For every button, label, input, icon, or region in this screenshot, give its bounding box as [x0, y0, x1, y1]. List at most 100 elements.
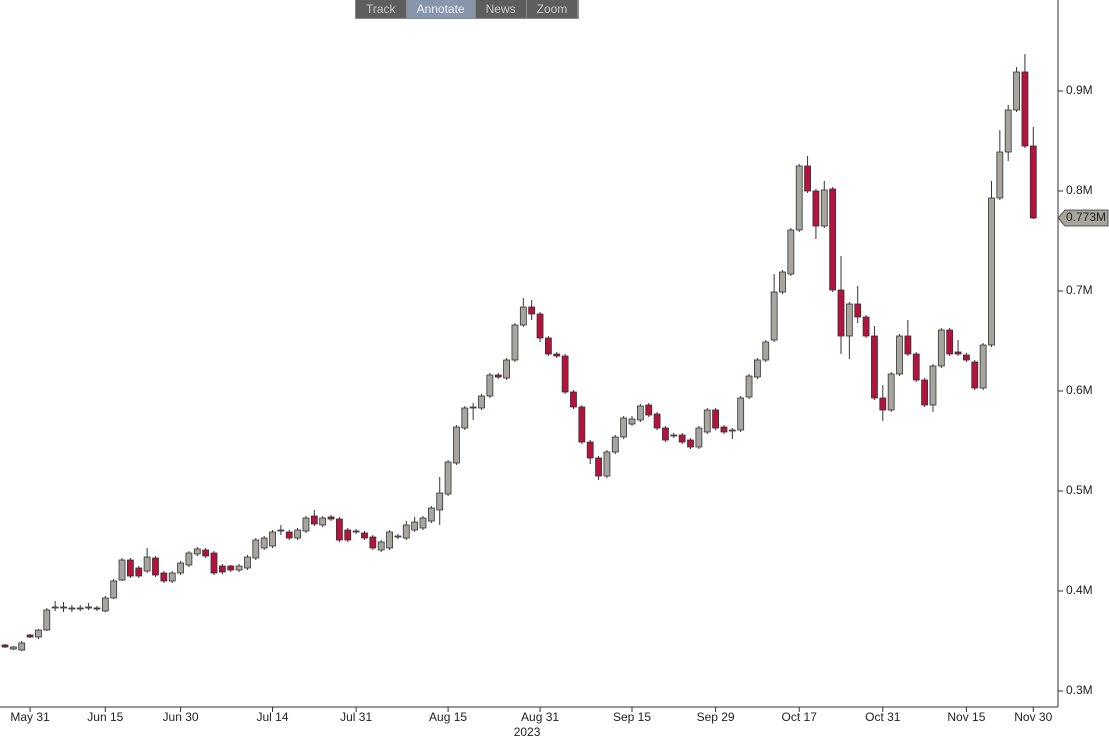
candle-body: [110, 580, 118, 599]
candle-body: [427, 507, 435, 522]
candle-body: [570, 391, 577, 408]
candle-body: [1004, 109, 1012, 153]
y-tick-label: 0.4M: [1066, 583, 1093, 597]
toolbar: Track Annotate News Zoom: [355, 0, 580, 19]
candle-body: [478, 395, 485, 409]
x-tick-label: Jun 30: [163, 710, 199, 724]
candle-body: [344, 529, 352, 541]
candle-body: [745, 375, 753, 398]
candle-body: [218, 565, 226, 573]
last-price-tag: [1057, 209, 1109, 227]
candle-body: [294, 529, 302, 539]
candle-body: [85, 606, 92, 609]
x-tick-label: Jul 31: [340, 710, 372, 724]
x-tick-label: Oct 17: [782, 710, 818, 724]
candle-body: [244, 556, 251, 569]
candle-body: [461, 407, 469, 429]
candle-body: [1029, 145, 1037, 219]
candle-body: [687, 439, 694, 448]
candle-body: [1021, 71, 1029, 147]
candle-body: [327, 516, 335, 520]
candle-body: [804, 165, 811, 192]
annotate-button[interactable]: Annotate: [406, 0, 476, 18]
candle-body: [862, 316, 870, 337]
candle-body: [628, 418, 636, 425]
x-tick-label: Sep 29: [697, 710, 735, 724]
candle-body: [578, 406, 586, 443]
candle-body: [645, 404, 653, 416]
candle-body: [678, 434, 686, 443]
x-tick-label: Aug 31: [521, 710, 559, 724]
candle-body: [854, 303, 862, 318]
candle-body: [545, 337, 552, 355]
candle-body: [60, 606, 67, 609]
candle-body: [35, 629, 42, 638]
candle-body: [168, 572, 176, 582]
candle-body: [879, 397, 887, 411]
candle-body: [653, 413, 661, 429]
candle-body: [787, 229, 795, 275]
candle-body: [921, 379, 928, 406]
candle-body: [152, 557, 159, 576]
candle-body: [352, 530, 360, 533]
candle-body: [829, 188, 837, 291]
candle-body: [871, 335, 878, 399]
candle-body: [720, 426, 728, 433]
candle-body: [135, 567, 143, 577]
x-group-label: 2023: [514, 725, 541, 737]
candle-body: [695, 427, 703, 448]
zoom-button[interactable]: Zoom: [527, 0, 579, 18]
candle-body: [210, 552, 218, 574]
candle-body: [737, 397, 745, 431]
candle-body: [595, 457, 602, 477]
candle-body: [269, 531, 276, 547]
last-price-label: 0.773M: [1066, 210, 1106, 224]
candle-body: [411, 521, 419, 531]
candle-body: [252, 539, 260, 559]
candle-body: [227, 565, 235, 571]
candle-body: [127, 559, 134, 577]
candle-body: [988, 197, 995, 346]
candle-body: [511, 324, 519, 361]
candle-body: [302, 517, 310, 532]
candle-body: [887, 373, 895, 411]
track-button[interactable]: Track: [356, 0, 407, 18]
candle-body: [235, 565, 243, 571]
y-tick-label: 0.5M: [1066, 483, 1093, 497]
candle-body: [486, 374, 494, 397]
candle-body: [469, 406, 477, 409]
candle-body: [528, 306, 536, 315]
candle-body: [285, 531, 293, 539]
y-tick-label: 0.9M: [1066, 83, 1093, 97]
candle-body: [946, 329, 954, 355]
candle-body: [202, 549, 210, 557]
candle-body: [402, 524, 410, 539]
candle-body: [963, 354, 970, 361]
candle-body: [43, 609, 51, 631]
news-button[interactable]: News: [476, 0, 527, 18]
candle-body: [603, 451, 611, 477]
candle-body: [9, 646, 17, 650]
candle-body: [937, 329, 945, 367]
candle-body: [703, 409, 711, 433]
candle-body: [670, 434, 678, 437]
candle-body: [912, 353, 920, 381]
candle-body: [260, 537, 268, 549]
candle-body: [662, 427, 669, 441]
candle-body: [193, 548, 201, 555]
candle-body: [536, 313, 544, 339]
candle-body: [101, 597, 109, 612]
candle-body: [319, 517, 327, 526]
candle-body: [712, 409, 719, 429]
candle-body: [160, 572, 168, 582]
candle-body: [177, 562, 184, 574]
candle-body: [728, 429, 736, 432]
candle-body: [361, 532, 368, 539]
candle-body: [779, 271, 786, 293]
candle-body: [979, 344, 987, 389]
candle-body: [419, 517, 427, 529]
y-tick-label: 0.7M: [1066, 283, 1093, 297]
candle-body: [845, 303, 853, 337]
